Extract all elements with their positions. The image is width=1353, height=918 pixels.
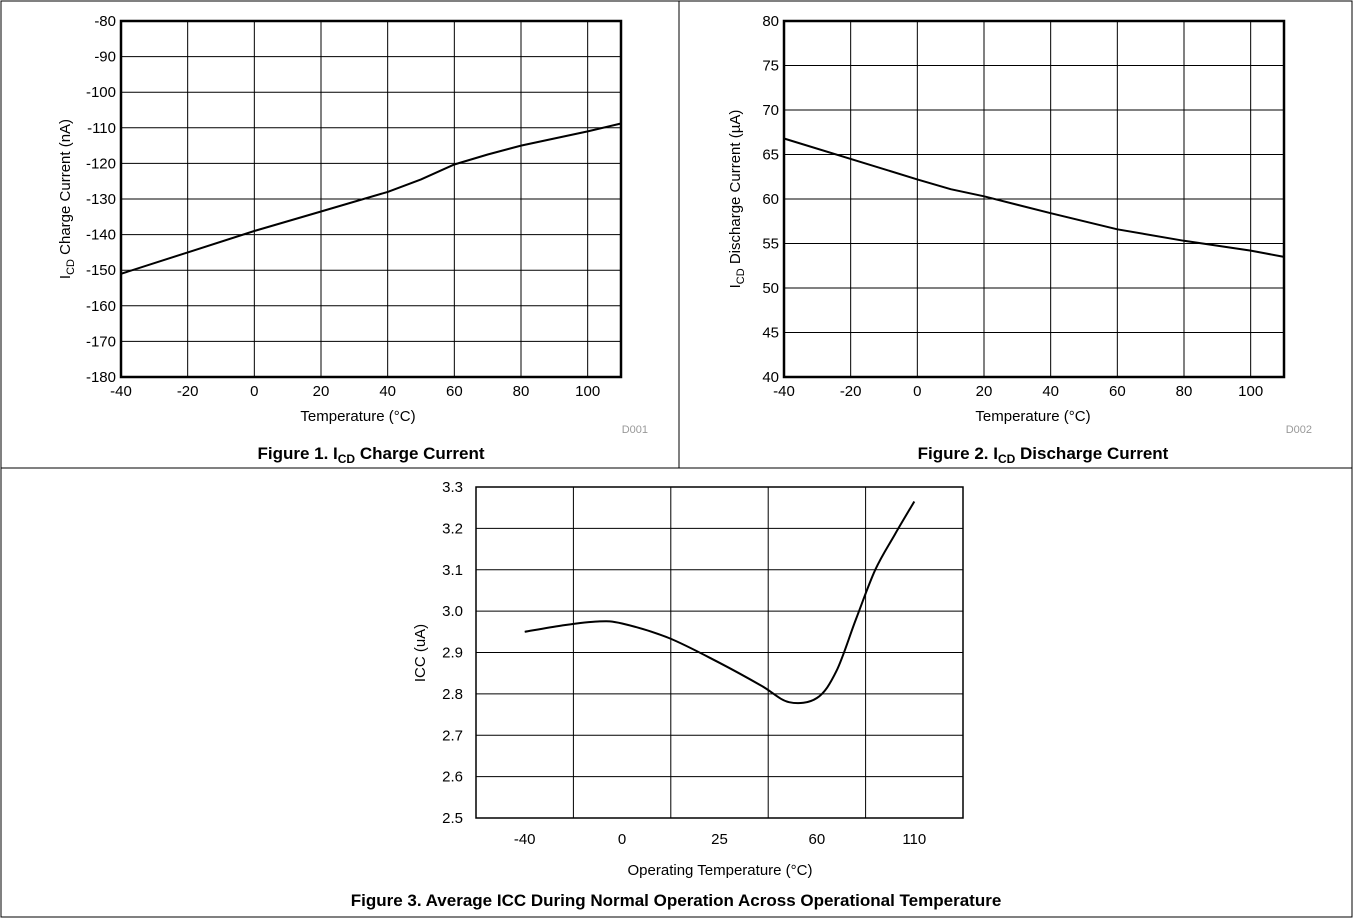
plot1-x-tick-labels: -40 -20 0 20 40 60 80 100 xyxy=(110,383,600,400)
y-tick-label: 2.6 xyxy=(442,769,463,786)
y-tick-label: 2.8 xyxy=(442,686,463,703)
x-tick-label: 80 xyxy=(1176,383,1193,400)
y-tick-label: -160 xyxy=(86,298,116,315)
chart-icd-charge-current: -180 -170 -160 -150 -140 -130 -120 -110 -100 -90 -… xyxy=(57,13,648,466)
plot2-caption: Figure 2. ICD Discharge Current xyxy=(918,444,1169,466)
plot1-gridlines xyxy=(120,20,622,378)
x-tick-label: -20 xyxy=(177,383,199,400)
x-tick-label: 20 xyxy=(313,383,330,400)
plot3-frame xyxy=(475,486,964,819)
plot1-y-tick-labels: -180 -170 -160 -150 -140 -130 -120 -110 -100 -90 -… xyxy=(86,13,116,386)
plot1-frame xyxy=(119,19,623,379)
y-tick-label: -120 xyxy=(86,155,116,172)
plot2-gridlines xyxy=(783,20,1285,378)
y-tick-label: 2.5 xyxy=(442,810,463,827)
x-tick-label: -40 xyxy=(514,831,536,848)
plot1-y-axis-label: ICD Charge Current (nA) xyxy=(57,119,77,279)
plot1-caption: Figure 1. ICD Charge Current xyxy=(257,444,484,466)
y-tick-label: 3.1 xyxy=(442,562,463,579)
x-tick-label: 0 xyxy=(250,383,258,400)
y-tick-label: -180 xyxy=(86,369,116,386)
y-tick-label: 50 xyxy=(762,280,779,297)
plot3-gridlines xyxy=(476,486,963,819)
y-tick-label: -130 xyxy=(86,191,116,208)
x-tick-label: 40 xyxy=(379,383,396,400)
plot3-caption: Figure 3. Average ICC During Normal Oper… xyxy=(351,891,1002,910)
y-tick-label: 60 xyxy=(762,191,779,208)
x-tick-label: -40 xyxy=(773,383,795,400)
x-tick-label: 60 xyxy=(1109,383,1126,400)
x-tick-label: 100 xyxy=(575,383,600,400)
plot2-frame xyxy=(782,19,1286,379)
x-tick-label: 100 xyxy=(1238,383,1263,400)
y-tick-label: 70 xyxy=(762,102,779,119)
x-tick-label: 0 xyxy=(618,831,626,848)
x-tick-label: 110 xyxy=(902,831,926,848)
x-tick-label: 25 xyxy=(711,831,728,848)
plot3-x-axis-label: Operating Temperature (°C) xyxy=(628,862,813,879)
plot1-figure-code: D001 xyxy=(622,424,648,436)
y-tick-label: 40 xyxy=(762,369,779,386)
y-tick-label: -140 xyxy=(86,227,116,244)
y-tick-label: 80 xyxy=(762,13,779,30)
x-tick-label: 0 xyxy=(913,383,921,400)
plot2-x-axis-label: Temperature (°C) xyxy=(975,408,1090,425)
plot2-y-tick-labels: 40 45 50 55 60 65 70 75 80 xyxy=(762,13,779,386)
y-tick-label: 2.7 xyxy=(442,727,463,744)
x-tick-label: 60 xyxy=(809,831,826,848)
y-tick-label: 45 xyxy=(762,325,779,342)
y-tick-label: -110 xyxy=(87,120,116,137)
chart-average-icc: 2.52.62.72.82.93.03.13.23.3 -40 0 25 60 110 … xyxy=(351,479,1002,910)
y-tick-label: 3.3 xyxy=(442,479,463,496)
y-tick-label: -90 xyxy=(94,49,116,66)
x-tick-label: -20 xyxy=(840,383,862,400)
x-tick-label: 40 xyxy=(1042,383,1059,400)
chart-icd-discharge-current: 40 45 50 55 60 65 70 75 80 -40 -20 0 20 40 60 80 100 IC… xyxy=(727,13,1312,466)
y-tick-label: -100 xyxy=(86,84,116,101)
plot2-x-tick-labels: -40 -20 0 20 40 60 80 100 xyxy=(773,383,1263,400)
y-tick-label: 55 xyxy=(762,236,779,253)
x-tick-label: 60 xyxy=(446,383,463,400)
y-tick-label: -80 xyxy=(94,13,116,30)
y-tick-label: -150 xyxy=(86,262,116,279)
plot1-series-line xyxy=(120,122,622,275)
plot3-x-tick-labels: -40 0 25 60 110 xyxy=(514,831,926,848)
plot2-y-axis-label: ICD Discharge Current (µA) xyxy=(727,110,747,289)
x-tick-label: -40 xyxy=(110,383,132,400)
y-tick-label: 3.2 xyxy=(442,520,463,537)
y-tick-label: 3.0 xyxy=(442,603,463,620)
y-tick-label: 65 xyxy=(762,147,779,164)
plot3-series-line xyxy=(524,500,916,705)
y-tick-label: -170 xyxy=(86,333,116,350)
x-tick-label: 80 xyxy=(513,383,530,400)
plot1-x-axis-label: Temperature (°C) xyxy=(300,408,415,425)
x-tick-label: 20 xyxy=(976,383,993,400)
plot2-figure-code: D002 xyxy=(1286,424,1312,436)
y-tick-label: 75 xyxy=(762,58,779,75)
plot2-series-line xyxy=(783,137,1285,258)
plot3-y-axis-label: ICC (uA) xyxy=(412,624,429,682)
y-tick-label: 2.9 xyxy=(442,645,463,662)
plot3-y-tick-labels: 2.5 2.6 2.7 2.8 2.9 3.0 3.1 3.2 3.3 xyxy=(442,479,463,827)
